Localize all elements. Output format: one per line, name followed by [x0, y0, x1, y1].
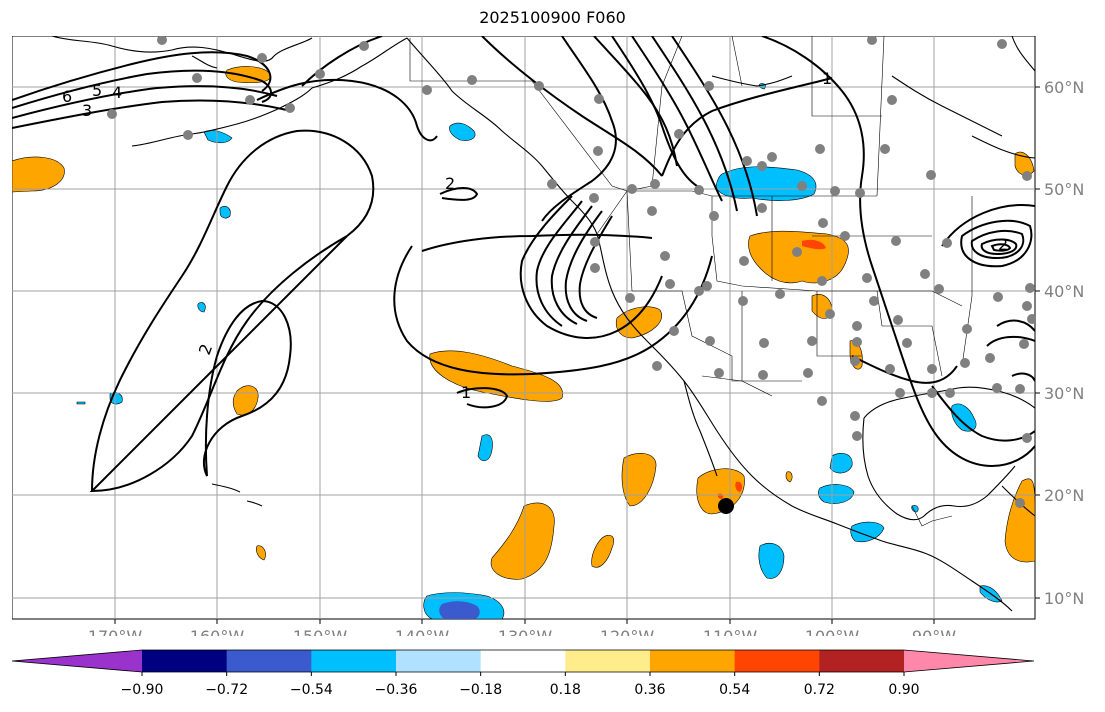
colorbar-tick-label: −0.18 — [459, 682, 502, 698]
contour-labels: 6 5 4 3 2 2 1 1 2 — [62, 69, 1008, 402]
contour-label: 4 — [112, 83, 122, 102]
colorbar-tick-label: 0.90 — [888, 682, 919, 698]
colorbar-bin — [226, 650, 312, 672]
colorbar-bin — [12, 650, 142, 672]
colorbar: −0.90 −0.72 −0.54 −0.36 −0.18 0.18 0.36 0.54 0.7… — [11, 649, 1035, 698]
colorbar-tick-label: −0.90 — [121, 682, 164, 698]
colorbar-tick-label: 0.72 — [804, 682, 835, 698]
contour-label: 3 — [82, 101, 92, 120]
contour-label: 2 — [445, 174, 455, 193]
colorbar-bin — [311, 650, 397, 672]
lon-tick-label: 130°W — [498, 627, 553, 636]
strong-negative-fill — [439, 601, 480, 619]
map-title: 2025100900 F060 — [479, 8, 626, 27]
colorbar-bin — [819, 650, 905, 672]
axis-ticks — [114, 86, 1040, 624]
lon-tick-label: 100°W — [805, 627, 860, 636]
contour-label: 1 — [822, 69, 832, 88]
lon-tick-label: 140°W — [395, 627, 450, 636]
lat-tick-label: 50°N — [1044, 180, 1084, 199]
lon-tick-label: 90°W — [912, 627, 956, 636]
colorbar-tick-label: −0.54 — [290, 682, 333, 698]
lat-tick-label: 20°N — [1044, 486, 1084, 505]
positive-anomaly-fill — [12, 66, 1035, 580]
colorbar-bin — [734, 650, 820, 672]
contour-label: 1 — [461, 383, 471, 402]
lon-tick-label: 160°W — [190, 627, 245, 636]
station-dots — [107, 36, 1035, 508]
colorbar-bin — [565, 650, 651, 672]
lat-tick-label: 30°N — [1044, 384, 1084, 403]
lat-tick-label: 10°N — [1044, 589, 1084, 608]
contour-label: 6 — [62, 87, 72, 106]
colorbar-bin — [650, 650, 736, 672]
map-panel[interactable]: 6 5 4 3 2 2 1 1 2 — [12, 36, 1105, 636]
contour-label: 2 — [998, 235, 1008, 254]
colorbar-tick-label: −0.36 — [375, 682, 418, 698]
lon-tick-label: 170°W — [88, 627, 143, 636]
colorbar-tick-label: 0.18 — [550, 682, 581, 698]
lat-tick-label: 60°N — [1044, 78, 1084, 97]
colorbar-tick-label: 0.36 — [634, 682, 665, 698]
colorbar-tick-label: 0.54 — [719, 682, 750, 698]
storm-center-marker[interactable] — [718, 498, 734, 514]
lon-tick-label: 120°W — [600, 627, 655, 636]
latitude-labels: 60°N 50°N 40°N 30°N 20°N 10°N — [1044, 78, 1084, 608]
lon-tick-label: 150°W — [293, 627, 348, 636]
lat-tick-label: 40°N — [1044, 282, 1084, 301]
colorbar-bin — [142, 650, 228, 672]
colorbar-bin — [480, 650, 566, 672]
lon-tick-label: 110°W — [703, 627, 758, 636]
longitude-labels: 170°W 160°W 150°W 140°W 130°W 120°W 110°… — [88, 627, 956, 636]
colorbar-bin — [396, 650, 482, 672]
colorbar-bin — [904, 650, 1034, 672]
contour-label: 5 — [92, 81, 102, 100]
contours — [12, 36, 1035, 493]
colorbar-tick-label: −0.72 — [205, 682, 248, 698]
coastlines — [51, 36, 1035, 612]
